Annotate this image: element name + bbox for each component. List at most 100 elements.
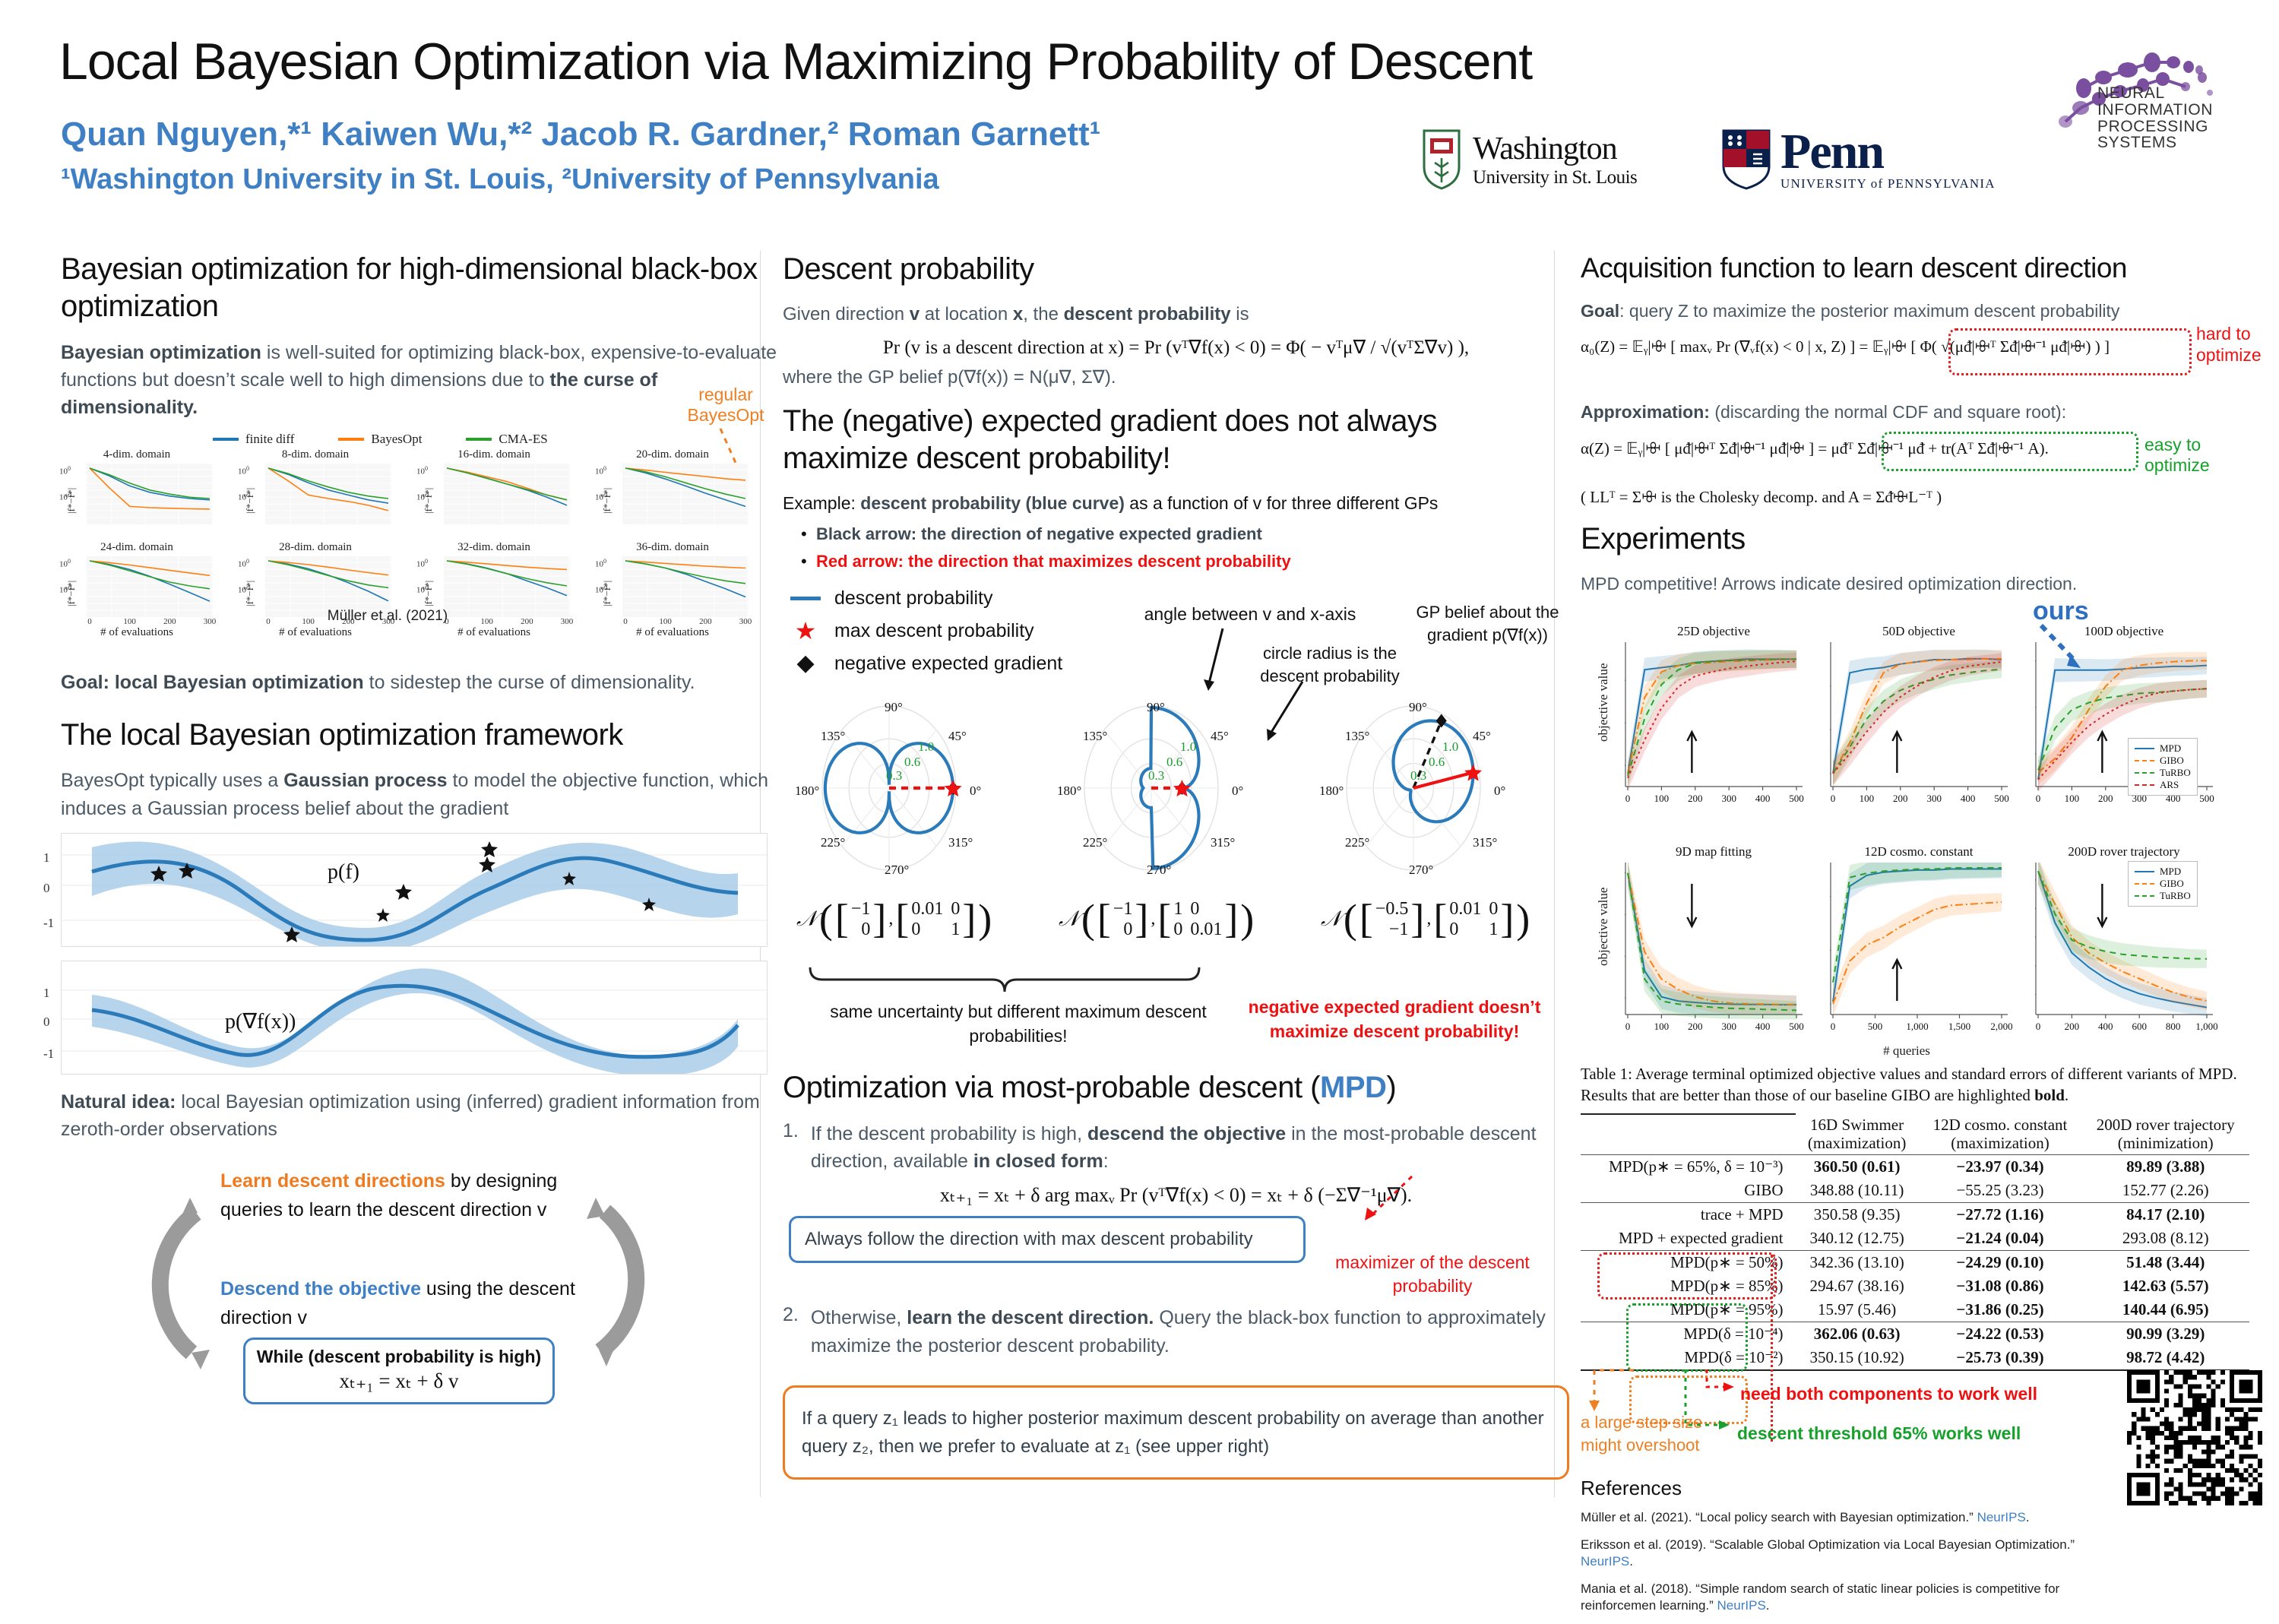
formula-descent-probability: Pr (v is a descent direction at x) = Pr …	[882, 337, 1470, 358]
note-neg-gradient-red: negative expected gradient doesn’t maxim…	[1248, 997, 1541, 1042]
note-maximizer-descent-probability: maximizer of the descent probability	[1335, 1252, 1530, 1296]
formula-alpha0-row: α₀(Z) = 𝔼ᵧ|ꗳ [ maxᵥ Pr (∇ᵥf(x) < 0 | x, …	[1581, 324, 2265, 392]
ref-1-tail: .	[1629, 1554, 1633, 1569]
polar-theta-tick: 225°	[821, 835, 846, 850]
gp-f-label: p(f)	[328, 859, 359, 884]
maximizer-arrow-icon	[1365, 1176, 1413, 1221]
cov-10: 0	[1173, 919, 1183, 939]
bullet-black-arrow-text: Black arrow: the direction of negative e…	[816, 524, 1262, 544]
mini-chart-panel: 4-dim. domain 100 10-1 |f*−f̂*|	[59, 448, 213, 543]
mini-xlabel: # of evaluations	[100, 626, 173, 639]
legend-label-bayesopt: BayesOpt	[371, 432, 423, 447]
qr-code-icon[interactable]	[2127, 1370, 2262, 1505]
experiment-legend-item: TuRBO	[2135, 890, 2191, 902]
mini-chart-plot	[444, 464, 570, 525]
mini-ytick-top: 100	[595, 465, 606, 476]
polar-plot: 0° 45° 90° 135° 180° 225° 270° 315° 1.0 0.6 0.3	[1052, 694, 1280, 884]
mpd-step-2: 2. Otherwise, learn the descent directio…	[783, 1304, 1569, 1360]
mini-ylabel: |f*−f̂*|	[65, 488, 77, 514]
normal-symbol: 𝒩	[1059, 907, 1079, 931]
polar-r-tick-0.3: 0.3	[1148, 768, 1165, 784]
goal-rest: to sidestep the curse of dimensionality.	[363, 672, 695, 694]
bracket-open-cov: [	[1433, 896, 1448, 942]
right-column: Acquisition function to learn descent di…	[1581, 251, 2265, 1624]
bracket-close-cov: ]	[1500, 896, 1515, 942]
mini-ytick-bottom: 10-1	[416, 491, 430, 502]
svg-text:300: 300	[1721, 793, 1736, 804]
mini-xtick: 0	[266, 617, 271, 627]
mean-vector: −0.5 −1	[1375, 899, 1409, 940]
results-table-wrapper: 16D Swimmer (maximization) 12D cosmo. cons…	[1581, 1113, 2265, 1442]
mini-chart-plot	[87, 556, 213, 618]
mini-chart-title: 8-dim. domain	[281, 448, 350, 461]
mpd-title-b: )	[1386, 1071, 1397, 1105]
table-row-label: MPD + expected gradient	[1619, 1229, 1784, 1248]
given-a: Given direction	[783, 303, 910, 324]
experiment-legend-item: ARS	[2135, 779, 2191, 791]
polar-theta-tick: 315°	[1473, 835, 1498, 850]
step2-a: Otherwise,	[810, 1307, 907, 1329]
penn-shield-icon	[1721, 128, 1771, 191]
polar-theta-tick: 180°	[795, 784, 820, 799]
references-section: References Müller et al. (2021). “Local …	[1581, 1477, 2113, 1614]
cycle-step-descend-accent: Descend the objective	[220, 1278, 421, 1300]
experiment-legend-label: TuRBO	[2160, 766, 2191, 778]
cov-11: 0.01	[1190, 919, 1223, 939]
mini-chart-plot	[622, 556, 749, 618]
table-cell: −24.22 (0.53)	[1918, 1322, 2082, 1347]
qr-code[interactable]	[2127, 1370, 2262, 1505]
polar-r-tick-1.0: 1.0	[1180, 739, 1197, 755]
mpd-title-acronym: MPD	[1320, 1071, 1387, 1105]
wustl-name-line2: University in St. Louis	[1473, 166, 1638, 188]
column-divider-2	[1554, 251, 1555, 1497]
mini-xtick: 0	[445, 617, 449, 627]
polar-legend-label-1: max descent probability	[834, 619, 1034, 641]
polar-r-tick-0.6: 0.6	[904, 755, 921, 770]
svg-text:0: 0	[1831, 1021, 1836, 1032]
experiment-legend: MPD GIBO TuRBO	[2128, 860, 2198, 907]
section-title-experiments: Experiments	[1581, 521, 1746, 556]
experiment-chart-title: 100D objective	[2084, 623, 2164, 638]
convergence-small-multiples: finite diff BayesOpt CMA-ES regular Baye…	[59, 385, 790, 638]
penn-wordmark: Penn	[1780, 123, 1885, 179]
svg-text:0: 0	[2036, 793, 2041, 804]
ref-1-venue[interactable]: NeurIPS	[1581, 1554, 1630, 1569]
experiment-chart: 100D objective0100200300400500012	[2014, 624, 2234, 829]
polar-r-tick-0.3: 0.3	[886, 768, 903, 784]
experiment-chart-plot: 0100200300400500200400600800	[1604, 859, 1807, 1044]
svg-text:100: 100	[2065, 793, 2080, 804]
mini-chart-panel: 36-dim. domain 100 0 100 200 300 # of evaluati…	[595, 541, 752, 638]
mini-chart-title: 4-dim. domain	[103, 448, 171, 461]
middle-column: Descent probability Given direction v at…	[783, 251, 1569, 1480]
experiment-ylabel: objective value	[1596, 663, 1610, 742]
mini-ytick-bottom: 10-1	[595, 491, 609, 502]
polar-theta-tick: 0°	[970, 784, 982, 799]
experiment-chart: 25D objective0100200300400500012objectiv…	[1596, 624, 1824, 829]
experiment-legend-label: GIBO	[2160, 877, 2184, 889]
mini-xtick: 0	[623, 617, 628, 627]
polar-legend-item-neg-expected-gradient: ◆ negative expected gradient	[790, 652, 1117, 675]
mini-xtick: 300	[560, 617, 574, 627]
cov-00: 0.01	[1449, 899, 1482, 920]
section-title-descent-probability: Descent probability	[783, 252, 1034, 286]
ref-0-venue[interactable]: NeurIPS	[1977, 1510, 2026, 1525]
table-caption-d: .	[2064, 1086, 2069, 1105]
paren-close: )	[1240, 896, 1255, 942]
experiment-legend-item: TuRBO	[2135, 767, 2191, 779]
gp-f-plot	[62, 840, 767, 952]
mini-ytick-top: 100	[59, 558, 71, 569]
mini-chart-panel: 28-dim. domain 100 0 100 200 300 # of evaluati…	[238, 541, 394, 639]
mini-xlabel: # of evaluations	[279, 626, 352, 639]
example-blue: descent probability (blue curve)	[860, 492, 1125, 513]
ref-2-venue[interactable]: NeurIPS	[1717, 1597, 1766, 1613]
experiment-legend: MPD GIBO TuRBO ARS	[2128, 737, 2198, 796]
svg-text:1,000: 1,000	[1906, 1021, 1928, 1032]
step2-b: learn the descent direction.	[907, 1307, 1154, 1329]
mini-ylabel: |f*−f̂*|	[423, 488, 434, 514]
bracket-open-mean: [	[1359, 896, 1373, 942]
table-cell: 342.36 (13.10)	[1795, 1250, 1919, 1275]
mean-1: −1	[1388, 919, 1409, 939]
table-cell: 98.72 (4.42)	[2126, 1348, 2205, 1367]
experiment-chart: 9D map fitting01002003004005002004006008…	[1596, 844, 1824, 1057]
covariance-matrix: 1 0 0 0.01	[1173, 899, 1222, 940]
